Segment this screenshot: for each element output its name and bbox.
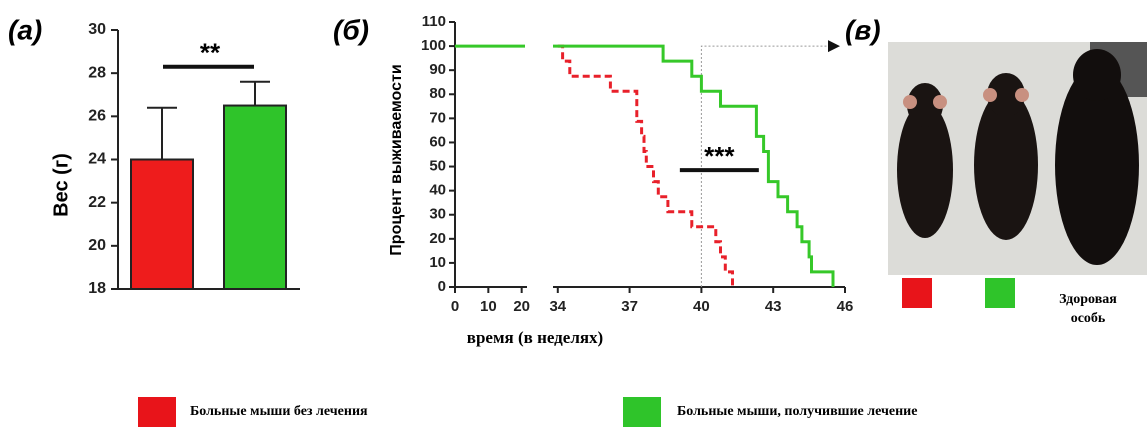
x-tick-label: 40 (693, 298, 710, 315)
caption: особь (1071, 311, 1106, 326)
y-tick-label: 110 (422, 13, 446, 30)
panel-label: (б) (333, 14, 369, 45)
significance-label: *** (704, 141, 735, 171)
x-tick-label: 0 (451, 298, 459, 315)
y-tick-label: 30 (88, 21, 106, 38)
reference-line (700, 45, 828, 287)
y-tick-label: 0 (438, 278, 446, 295)
y-tick-label: 28 (88, 64, 106, 81)
x-tick-label: 10 (480, 298, 497, 315)
panel-label: (в) (845, 14, 881, 45)
x-tick-label: 20 (513, 298, 530, 315)
y-axis-label: Процент выживаемости (388, 64, 405, 255)
survival-curve (557, 44, 734, 287)
x-tick-label: 37 (621, 298, 638, 315)
y-tick-label: 24 (88, 151, 106, 168)
x-tick-label: 46 (837, 298, 854, 315)
y-tick-label: 90 (429, 61, 446, 78)
caption: Здоровая (1059, 292, 1117, 307)
y-axis-label: Вес (г) (50, 153, 72, 217)
panel-label: (а) (8, 14, 42, 45)
y-tick-label: 20 (88, 237, 106, 254)
y-tick-label: 50 (429, 158, 446, 175)
y-tick-label: 26 (88, 108, 106, 125)
y-tick-label: 20 (429, 230, 446, 247)
photo (888, 42, 1147, 308)
bar (130, 158, 194, 290)
legend-label: Больные мыши, получившие лечение (677, 404, 917, 419)
legend-swatch (138, 397, 176, 427)
x-tick-label: 34 (549, 298, 566, 315)
arrow-head (828, 40, 840, 53)
y-tick-label: 18 (88, 280, 106, 297)
y-tick-label: 22 (88, 194, 106, 211)
x-tick-label: 43 (765, 298, 782, 315)
x-axis-label: время (в неделях) (467, 328, 603, 347)
y-tick-label: 60 (429, 133, 446, 150)
y-tick-label: 100 (421, 37, 446, 54)
y-tick-label: 80 (429, 85, 446, 102)
y-tick-label: 40 (429, 182, 446, 199)
survival-curve (455, 44, 835, 287)
significance-label: ** (200, 38, 221, 68)
legend-swatch (623, 397, 661, 427)
y-tick-label: 70 (429, 109, 446, 126)
y-tick-label: 10 (429, 254, 446, 271)
bar (223, 104, 287, 290)
legend-label: Больные мыши без лечения (190, 404, 368, 419)
y-tick-label: 30 (429, 206, 446, 223)
